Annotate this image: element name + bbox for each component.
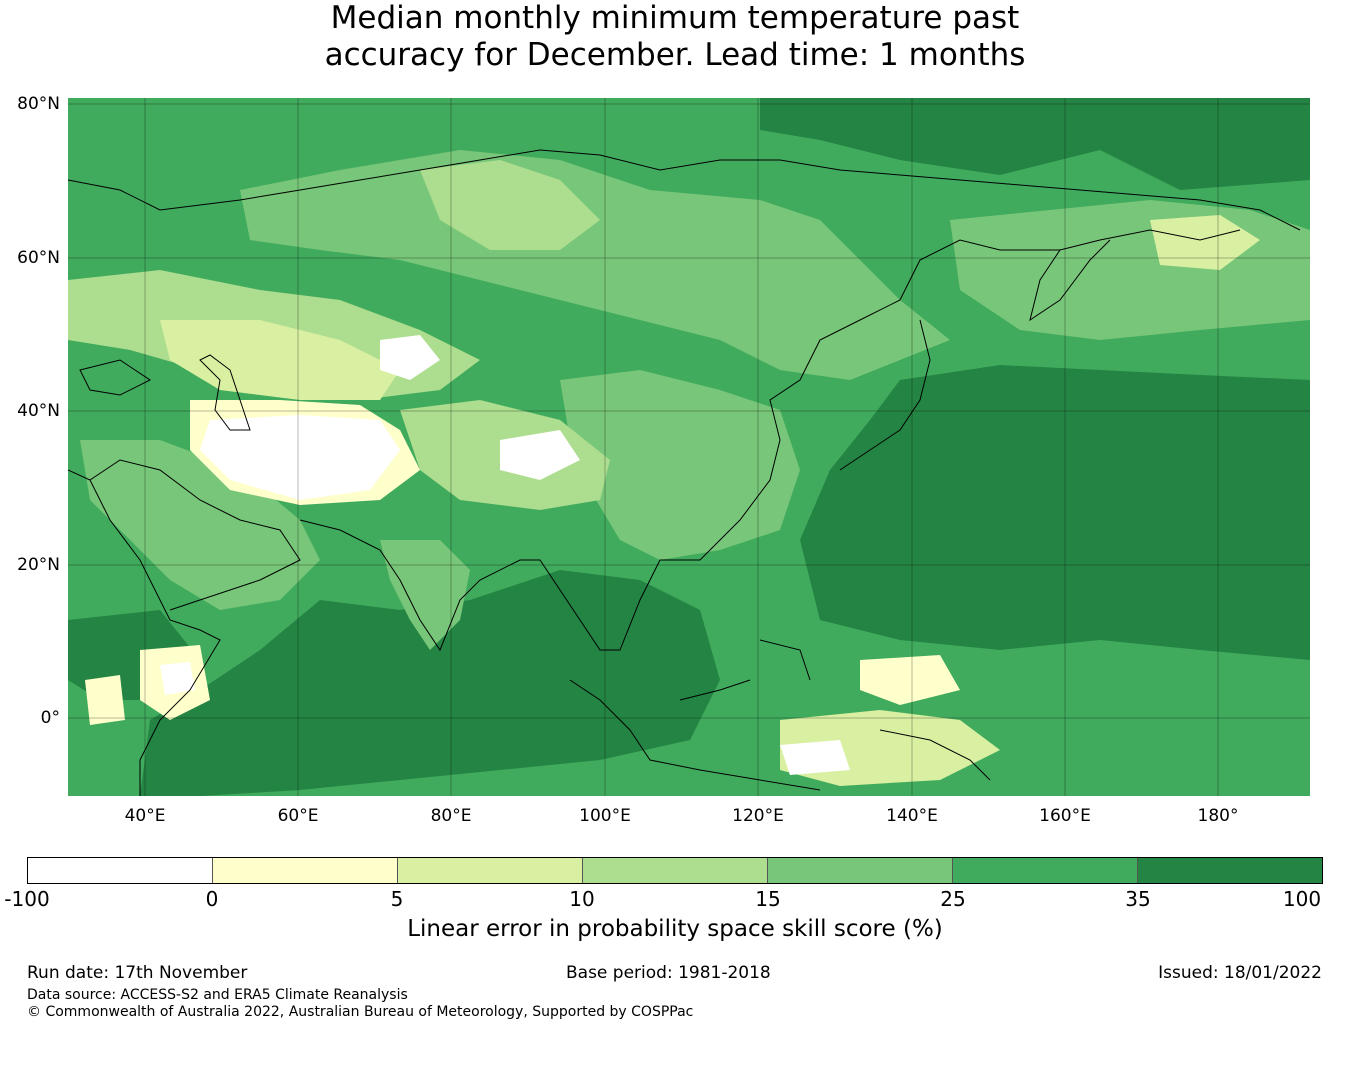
field-yellow-west-africa: [85, 675, 125, 725]
chart-title: Median monthly minimum temperature past …: [0, 0, 1350, 74]
field-light-siberia: [420, 160, 600, 250]
colorbar-tick-8: 100: [1282, 887, 1322, 911]
field-mid-east-siberia: [950, 200, 1310, 340]
field-white-tarim: [200, 415, 400, 500]
coastline-arctic: [68, 149, 1301, 231]
colorbar-label: Linear error in probability space skill …: [407, 916, 943, 942]
colorbar-segment-1: [28, 858, 213, 883]
skill-score-field: [68, 98, 1310, 796]
coastline-new-guinea: [879, 729, 991, 781]
colorbar-tick-5: 15: [755, 887, 781, 911]
field-mid-china: [560, 370, 800, 560]
coastline-black-sea: [79, 359, 151, 396]
lon-label-180: 180°: [1197, 806, 1239, 826]
lon-label-160e: 160°E: [1039, 806, 1091, 826]
data-source: Data source: ACCESS-S2 and ERA5 Climate …: [27, 987, 408, 1003]
graticule: [68, 98, 1310, 796]
coastline-south-asia: [299, 229, 1241, 652]
coastline-japan: [839, 319, 931, 471]
colorbar-tick-1: -100: [4, 887, 50, 911]
field-dark-west-pacific: [800, 365, 1310, 660]
field-mid-siberia: [240, 150, 950, 380]
lat-label-80n: 80°N: [17, 94, 60, 114]
base-period: Base period: 1981-2018: [566, 963, 771, 983]
coastline-caspian: [199, 354, 251, 431]
colorbar-segment-6: [953, 858, 1138, 883]
field-yellow-west-pacific: [860, 655, 960, 705]
lon-label-40e: 40°E: [124, 806, 166, 826]
lat-label-60n: 60°N: [17, 248, 60, 268]
lat-label-20n: 20°N: [17, 555, 60, 575]
colorbar-tick-6: 25: [940, 887, 966, 911]
lon-label-120e: 120°E: [732, 806, 784, 826]
colorbar-segment-3: [398, 858, 583, 883]
coastlines: [68, 149, 1301, 796]
title-line-1: Median monthly minimum temperature past: [330, 0, 1020, 36]
field-white-timor: [780, 740, 850, 775]
field-dark-pacific: [760, 98, 1310, 190]
colorbar-segment-2: [213, 858, 398, 883]
issued-date: Issued: 18/01/2022: [1158, 963, 1322, 983]
lat-label-40n: 40°N: [17, 401, 60, 421]
colorbar-segment-5: [768, 858, 953, 883]
field-white-himalaya: [500, 430, 580, 480]
colorbar-segment-4: [583, 858, 768, 883]
field-pale-east-siberia: [1150, 215, 1260, 270]
field-mid-arabia: [80, 440, 320, 610]
field-white-north: [380, 335, 440, 380]
coastline-indonesia: [569, 639, 821, 791]
field-white-east-africa: [160, 662, 195, 695]
field-dark-indian-ocean: [140, 570, 720, 796]
run-date: Run date: 17th November: [27, 963, 248, 983]
colorbar-segment-7: [1138, 858, 1322, 883]
colorbar-tick-4: 10: [569, 887, 595, 911]
lon-label-60e: 60°E: [277, 806, 319, 826]
field-mid-india: [380, 540, 470, 650]
title-line-2: accuracy for December. Lead time: 1 mont…: [324, 37, 1026, 73]
colorbar-tick-3: 5: [390, 887, 404, 911]
lon-label-100e: 100°E: [579, 806, 631, 826]
coastline-kamchatka: [1029, 239, 1111, 322]
coastline-arabia: [89, 459, 301, 611]
lat-label-0: 0°: [40, 708, 60, 728]
lon-label-140e: 140°E: [886, 806, 938, 826]
colorbar-tick-2: 0: [205, 887, 219, 911]
copyright: © Commonwealth of Australia 2022, Austra…: [27, 1004, 694, 1020]
colorbar-tick-7: 35: [1125, 887, 1151, 911]
coastline-africa-arabia: [68, 469, 221, 796]
colorbar: [27, 857, 1323, 884]
lon-label-80e: 80°E: [430, 806, 472, 826]
